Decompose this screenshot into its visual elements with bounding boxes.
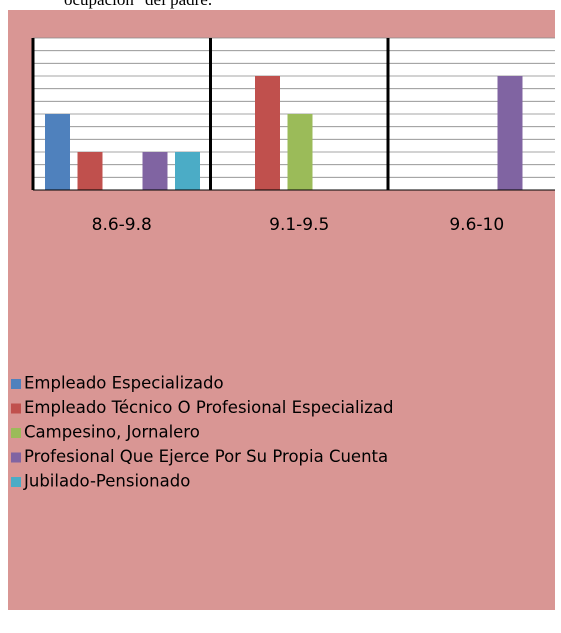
x-tick-label: 9.6-10 [449, 215, 504, 235]
legend-swatch [11, 428, 21, 438]
bar [287, 114, 313, 190]
x-tick-label: 8.6-9.8 [92, 215, 152, 235]
legend-swatch [11, 379, 21, 389]
legend-label: Campesino, Jornalero [24, 423, 200, 442]
legend-swatch [11, 403, 21, 414]
legend-label: Empleado Especializado [24, 374, 224, 393]
legend-swatch [11, 477, 21, 487]
bar [175, 152, 200, 190]
bar [77, 152, 103, 190]
legend-label: Profesional Que Ejerce Por Su Propia Cue… [24, 447, 388, 466]
bar [45, 114, 70, 190]
x-tick-label: 9.1-9.5 [269, 215, 329, 235]
bar [497, 76, 523, 190]
legend-label: Empleado Técnico O Profesional Especiali… [24, 398, 393, 417]
bar [142, 152, 168, 190]
caption: ocupación" del padre. [64, 0, 212, 9]
legend-swatch [11, 452, 21, 463]
bar [255, 76, 280, 190]
legend-label: Jubilado-Pensionado [23, 472, 190, 491]
